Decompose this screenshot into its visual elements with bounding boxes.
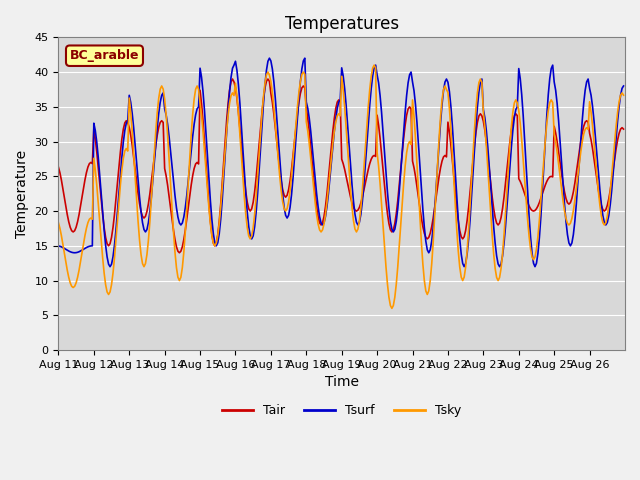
Y-axis label: Temperature: Temperature xyxy=(15,150,29,238)
Title: Temperatures: Temperatures xyxy=(285,15,399,33)
X-axis label: Time: Time xyxy=(324,375,358,389)
Text: BC_arable: BC_arable xyxy=(70,49,140,62)
Legend: Tair, Tsurf, Tsky: Tair, Tsurf, Tsky xyxy=(217,399,467,422)
